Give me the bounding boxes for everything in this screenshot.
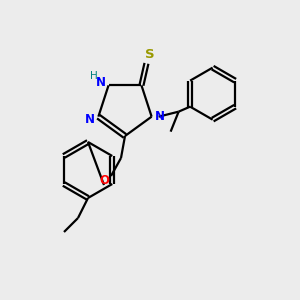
Text: O: O <box>99 173 109 187</box>
Text: N: N <box>154 110 165 123</box>
Text: H: H <box>90 71 98 81</box>
Text: N: N <box>95 76 106 89</box>
Text: S: S <box>145 48 154 61</box>
Text: N: N <box>85 113 95 126</box>
